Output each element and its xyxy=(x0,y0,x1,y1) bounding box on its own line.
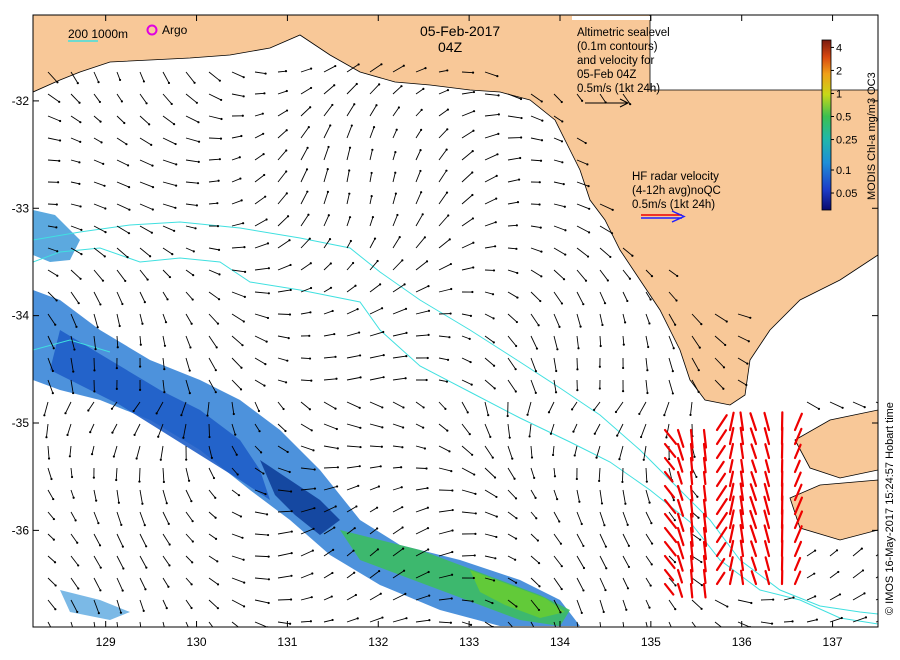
hf-radar-legend: HF radar velocity (4-12h avg)noQC 0.5m/s… xyxy=(632,171,721,223)
hf-legend-line-3: 0.5m/s (1kt 24h) xyxy=(632,199,715,211)
colorbar-tick-label: 1 xyxy=(836,88,842,100)
hf-legend-line-2: (4-12h avg)noQC xyxy=(632,185,721,197)
map-date: 05-Feb-2017 xyxy=(420,23,500,39)
altimetry-scale-arrow-icon xyxy=(619,98,630,108)
lat-label: -32 xyxy=(12,94,30,108)
lat-label: -34 xyxy=(12,309,30,323)
colorbar-title: MODIS Chl-a mg/m3 OC3 xyxy=(866,72,878,200)
altimetry-legend-line-4: 05-Feb 04Z xyxy=(577,69,636,81)
hf-legend-line-1: HF radar velocity xyxy=(632,171,719,183)
longitude-axis: 129 130 131 132 133 134 135 136 137 xyxy=(96,15,843,649)
altimetry-legend-line-2: (0.1m contours) xyxy=(577,41,658,53)
colorbar: 4 2 1 0.5 0.25 0.1 0.05 MODIS Chl-a mg/m3 OC3 xyxy=(821,39,878,211)
land-layer xyxy=(33,15,878,541)
lat-label: -35 xyxy=(12,416,30,430)
isobath-legend-label: 200 1000m xyxy=(68,27,128,41)
colorbar-tick-label: 0.1 xyxy=(836,165,851,177)
lat-label: -36 xyxy=(12,523,30,537)
colorbar-tick-label: 2 xyxy=(836,65,842,77)
colorbar-tick-label: 4 xyxy=(836,42,842,54)
lon-label: 132 xyxy=(368,635,388,649)
lon-label: 131 xyxy=(277,635,297,649)
plot-frame xyxy=(32,14,879,628)
imos-credit: © IMOS 16-May-2017 15:24:57 Hobart time xyxy=(884,402,896,615)
hf-radar-velocity-arrows xyxy=(663,411,804,599)
argo-icon xyxy=(146,24,158,36)
altimetry-legend-line-3: and velocity for xyxy=(577,55,655,67)
colorbar-scale xyxy=(821,39,832,211)
lon-label: 129 xyxy=(96,635,116,649)
lon-label: 134 xyxy=(550,635,570,649)
lat-label: -33 xyxy=(12,201,30,215)
lon-label: 133 xyxy=(459,635,479,649)
colorbar-ticks: 4 2 1 0.5 0.25 0.1 0.05 xyxy=(831,42,857,200)
colorbar-tick-label: 0.25 xyxy=(836,135,857,147)
chlorophyll-layer xyxy=(33,210,580,626)
hf-scale-arrow-icon xyxy=(671,210,686,223)
lon-label: 137 xyxy=(823,635,843,649)
altimetry-legend-line-1: Altimetric sealevel xyxy=(577,27,670,39)
argo-legend-label: Argo xyxy=(162,23,188,37)
lon-label: 130 xyxy=(187,635,207,649)
altimetry-velocity-arrows xyxy=(43,63,878,627)
map-time: 04Z xyxy=(438,39,463,55)
altimetry-legend: Altimetric sealevel (0.1m contours) and … xyxy=(577,27,670,108)
lon-label: 135 xyxy=(641,635,661,649)
latitude-axis: -32 -33 -34 -35 -36 xyxy=(12,94,878,537)
colorbar-tick-label: 0.5 xyxy=(836,112,851,124)
altimetry-legend-line-5: 0.5m/s (1kt 24h) xyxy=(577,83,660,95)
lon-label: 136 xyxy=(732,635,752,649)
colorbar-tick-label: 0.05 xyxy=(836,188,857,200)
isobath-contours xyxy=(33,221,878,625)
